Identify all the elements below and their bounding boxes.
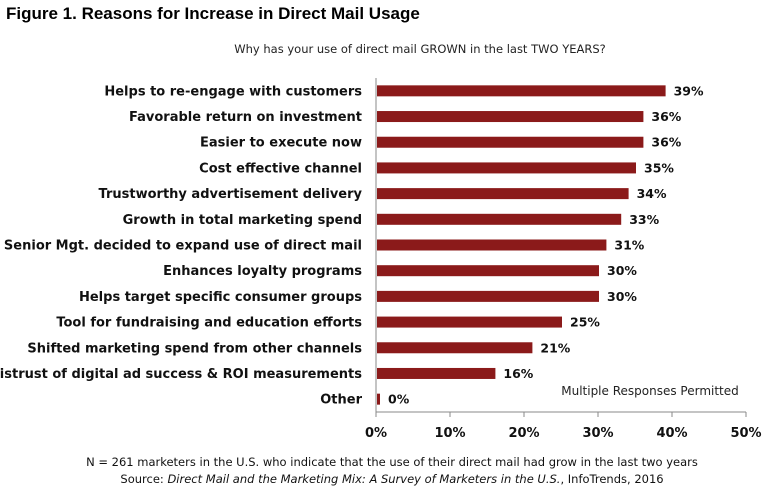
x-tick-label: 10%	[434, 426, 465, 441]
category-label: Senior Mgt. decided to expand use of dir…	[4, 239, 362, 254]
bar-value-label: 25%	[570, 315, 600, 330]
bar-value-label: 34%	[637, 186, 667, 201]
source-prefix: Source:	[120, 472, 168, 486]
bar	[377, 393, 380, 405]
bar-value-label: 33%	[629, 212, 659, 227]
chart-title: Why has your use of direct mail GROWN in…	[234, 42, 606, 56]
source-suffix: , InfoTrends, 2016	[560, 472, 664, 486]
footer-note: N = 261 marketers in the U.S. who indica…	[86, 455, 698, 469]
bars-layer: Helps to re-engage with customers 39% Favo…	[0, 83, 704, 407]
source-title: Direct Mail and the Marketing Mix: A Sur…	[167, 472, 561, 486]
annotation-multiple-responses: Multiple Responses Permitted	[561, 384, 739, 398]
bar	[377, 111, 644, 123]
bar-value-label: 30%	[607, 263, 637, 278]
bar	[377, 136, 644, 148]
category-label: Growth in total marketing spend	[123, 213, 362, 228]
bar	[377, 239, 607, 251]
category-label: Helps to re-engage with customers	[104, 84, 362, 99]
bar-value-label: 36%	[651, 109, 681, 124]
bar	[377, 265, 599, 277]
bar-value-label: 21%	[540, 340, 570, 355]
bar-value-label: 16%	[503, 366, 533, 381]
x-ticks-layer: 0% 10% 20% 30% 40% 50%	[365, 412, 762, 441]
bar	[377, 85, 666, 97]
x-tick-label: 0%	[365, 426, 387, 441]
x-tick-label: 20%	[508, 426, 539, 441]
bar-value-label: 31%	[614, 238, 644, 253]
bar	[377, 162, 636, 174]
bar-value-label: 36%	[651, 135, 681, 150]
figure-title: Figure 1. Reasons for Increase in Direct…	[6, 4, 420, 23]
bar	[377, 290, 599, 302]
bar-value-label: 30%	[607, 289, 637, 304]
category-label: Easier to execute now	[200, 136, 362, 151]
bar-value-label: 0%	[388, 392, 410, 407]
category-label: Helps target specific consumer groups	[79, 290, 362, 305]
category-label: Shifted marketing spend from other chann…	[27, 341, 362, 356]
bar	[377, 342, 533, 354]
category-label: Cost effective channel	[199, 161, 362, 176]
bar	[377, 188, 629, 200]
bar-value-label: 35%	[644, 160, 674, 175]
category-label: Tool for fundraising and education effor…	[56, 316, 362, 331]
x-tick-label: 50%	[730, 426, 761, 441]
bar-value-label: 39%	[674, 83, 704, 98]
bar	[377, 316, 562, 328]
bar	[377, 367, 496, 379]
bar	[377, 213, 622, 225]
category-label: Enhances loyalty programs	[163, 264, 362, 279]
x-tick-label: 30%	[582, 426, 613, 441]
category-label: Favorable return on investment	[129, 110, 362, 125]
footer-source: Source: Direct Mail and the Marketing Mi…	[0, 472, 784, 486]
category-label: Trustworthy advertisement delivery	[99, 187, 363, 202]
category-label: Mistrust of digital ad success & ROI mea…	[0, 367, 362, 382]
category-label: Other	[320, 393, 362, 408]
x-tick-label: 40%	[656, 426, 687, 441]
